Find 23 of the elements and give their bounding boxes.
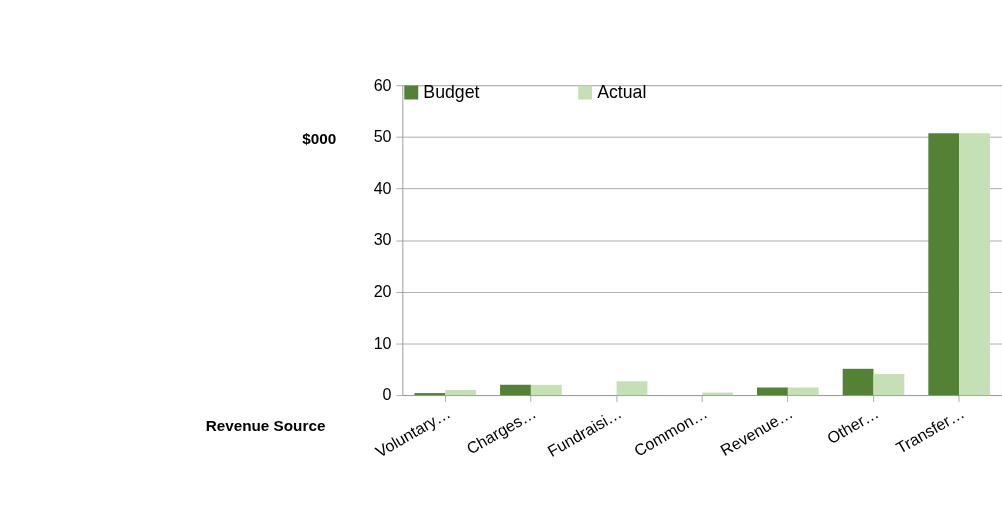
bar — [414, 393, 446, 396]
y-tick-label: 40 — [373, 178, 392, 197]
bar — [842, 368, 874, 396]
y-tick-label: 60 — [373, 75, 392, 94]
x-axis-title: Revenue Source — [205, 416, 326, 434]
y-tick-label: 0 — [382, 385, 392, 404]
bar — [787, 387, 819, 396]
bar — [445, 389, 477, 396]
bar — [873, 373, 905, 396]
bar — [959, 133, 991, 396]
x-tick-label: Other… — [823, 403, 882, 448]
y-tick-label: 10 — [373, 333, 392, 352]
y-tick-label: 30 — [373, 230, 392, 249]
bar — [500, 384, 531, 396]
bar — [530, 384, 562, 396]
bar — [928, 133, 960, 396]
y-tick-label: 50 — [373, 127, 392, 146]
y-axis-title: $000 — [302, 130, 337, 148]
legend-label: Actual — [597, 82, 647, 103]
bar — [616, 381, 648, 396]
y-tick-label: 20 — [373, 282, 392, 301]
legend-label: Budget — [423, 82, 480, 103]
bar — [757, 387, 788, 396]
